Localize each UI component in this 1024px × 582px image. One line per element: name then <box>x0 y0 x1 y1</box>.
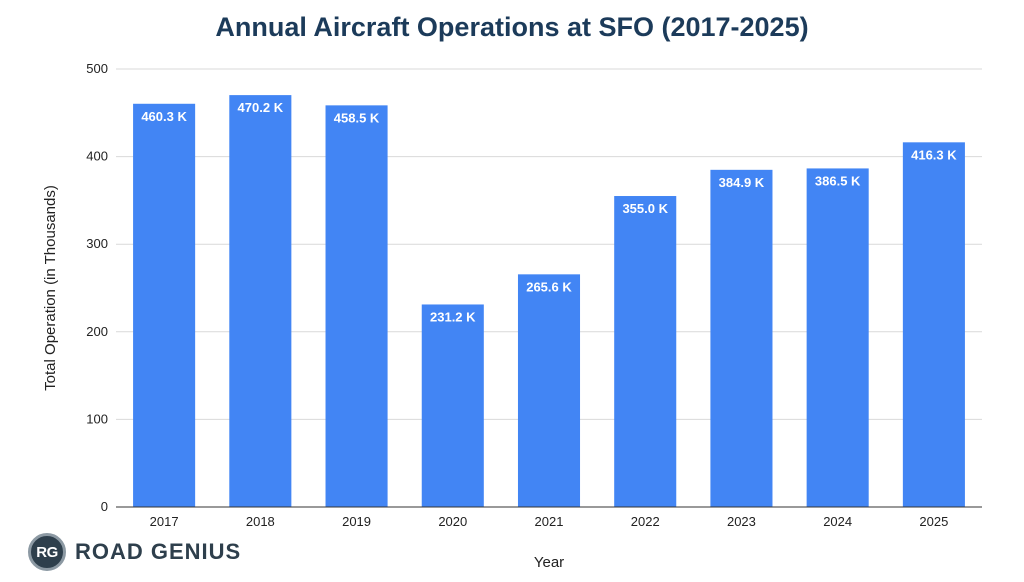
logo-name: ROAD GENIUS <box>75 539 242 564</box>
bar-2020 <box>421 304 484 507</box>
data-label-2022: 355.0 K <box>622 201 668 216</box>
x-axis-ticks: 2017 2018 2019 2020 2021 2022 2023 2024 2025 <box>150 514 949 529</box>
bar-2025 <box>902 142 965 507</box>
bar-2022 <box>614 196 677 507</box>
x-tick-label: 2024 <box>823 514 852 529</box>
x-tick-label: 2023 <box>727 514 756 529</box>
data-labels: 460.3 K 470.2 K 458.5 K 231.2 K 265.6 K 355.0… <box>141 100 957 324</box>
x-tick-label: 2020 <box>438 514 467 529</box>
data-label-2018: 470.2 K <box>238 100 284 115</box>
data-label-2020: 231.2 K <box>430 309 476 324</box>
y-tick-label: 0 <box>101 499 108 514</box>
bar-2019 <box>325 105 388 507</box>
x-tick-label: 2018 <box>246 514 275 529</box>
bar-2023 <box>710 169 773 507</box>
data-label-2025: 416.3 K <box>911 147 957 162</box>
y-tick-label: 100 <box>86 411 108 426</box>
bar-2024 <box>806 168 869 507</box>
x-tick-label: 2022 <box>631 514 660 529</box>
y-axis-label: Total Operation (in Thousands) <box>42 185 59 391</box>
y-tick-label: 500 <box>86 61 108 76</box>
y-axis-ticks: 0 100 200 300 400 500 <box>86 61 108 514</box>
bar-2021 <box>517 274 581 507</box>
bar-2017 <box>133 103 196 508</box>
y-tick-label: 200 <box>86 324 108 339</box>
bar-2018 <box>229 95 292 507</box>
x-axis-label: Year <box>534 554 564 571</box>
data-label-2017: 460.3 K <box>141 109 187 124</box>
x-tick-label: 2017 <box>150 514 179 529</box>
data-label-2021: 265.6 K <box>526 279 572 294</box>
x-tick-label: 2025 <box>919 514 948 529</box>
chart-title: Annual Aircraft Operations at SFO (2017-… <box>215 12 808 42</box>
data-label-2019: 458.5 K <box>334 110 380 125</box>
x-tick-label: 2019 <box>342 514 371 529</box>
y-tick-label: 400 <box>86 149 108 164</box>
road-genius-logo: RG ROAD GENIUS <box>28 533 241 571</box>
y-tick-label: 300 <box>86 236 108 251</box>
bars <box>133 95 965 508</box>
x-tick-label: 2021 <box>535 514 564 529</box>
logo-badge-icon: RG <box>28 533 66 571</box>
data-label-2024: 386.5 K <box>815 173 861 188</box>
data-label-2023: 384.9 K <box>719 175 765 190</box>
